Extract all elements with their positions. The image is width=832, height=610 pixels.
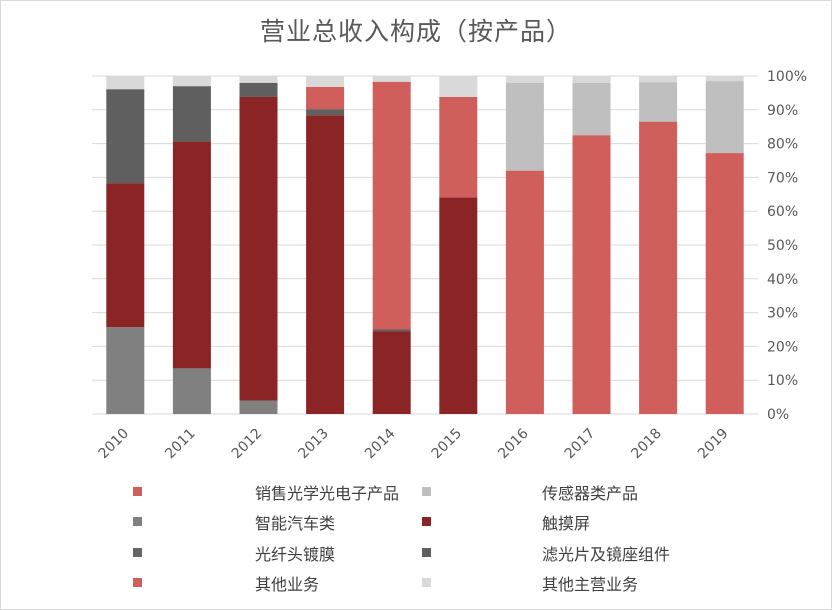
bar-segment [505, 82, 544, 171]
bar-segment [239, 76, 278, 83]
y-tick-label: 50% [767, 238, 798, 254]
bar-segment [372, 81, 411, 330]
y-tick-label: 100% [767, 69, 807, 85]
bar-segment [306, 86, 345, 110]
bar-segment [572, 76, 611, 83]
bar-segment [106, 76, 145, 90]
bar-segment [306, 109, 345, 116]
bar-segment [106, 183, 145, 328]
bar-segment [106, 89, 145, 184]
bar-segment [106, 327, 145, 414]
y-tick-label: 20% [767, 339, 798, 355]
chart-legend: 销售光学光电子产品 传感器类产品智能汽车类 触摸屏光纤头镀膜 滤光片及镜座组件其他业务… [0, 472, 832, 602]
bar-segment [239, 82, 278, 97]
y-tick-label: 90% [767, 103, 798, 119]
bar-segment [239, 400, 278, 414]
bar-segment [372, 329, 411, 332]
bar-segment [705, 81, 744, 154]
legend-label: 光纤头镀膜 [255, 545, 336, 564]
x-tick-label: 2018 [628, 426, 665, 463]
bar-segment [239, 96, 278, 401]
bar-segment [505, 170, 544, 414]
y-tick-label: 30% [767, 306, 798, 322]
y-tick-label: 40% [767, 272, 798, 288]
x-tick-label: 2010 [96, 426, 133, 463]
legend-label: 触摸屏 [542, 514, 591, 533]
x-tick-label: 2012 [229, 426, 266, 463]
bar-segment [439, 76, 478, 97]
bar-chart-plot-area: 2010 2011 2012 2013 2014 2015 2016 2017 2018 2019… [92, 69, 807, 463]
chart-title: 营业总收入构成（按产品） [259, 17, 572, 46]
legend-label: 传感器类产品 [542, 484, 639, 503]
legend-swatch [133, 548, 142, 557]
bar-segment [639, 82, 678, 122]
x-tick-label: 2016 [495, 425, 532, 462]
legend-swatch [422, 517, 431, 526]
legend-swatch [133, 487, 142, 496]
legend-label: 智能汽车类 [255, 514, 336, 533]
x-tick-label: 2014 [362, 425, 399, 462]
legend-label: 销售光学光电子产品 [255, 484, 400, 503]
legend-label: 其他主营业务 [542, 575, 639, 594]
legend-label: 滤光片及镜座组件 [542, 545, 671, 564]
x-tick-label: 2015 [429, 426, 466, 463]
bar-segment [306, 76, 345, 87]
bar-segment [172, 86, 211, 142]
bar-segment [172, 141, 211, 369]
bar-segment [572, 82, 611, 136]
legend-swatch [133, 517, 142, 526]
bar-segment [372, 331, 411, 414]
legend-swatch [422, 578, 431, 587]
bar-segment [705, 153, 744, 414]
y-tick-label: 70% [767, 170, 798, 186]
bar-segment [505, 76, 544, 83]
x-tick-label: 2011 [162, 426, 199, 463]
bar-segment [372, 76, 411, 82]
legend-swatch [422, 487, 431, 496]
y-tick-label: 60% [767, 204, 798, 220]
x-tick-label: 2017 [562, 426, 599, 463]
bar-segment [439, 197, 478, 414]
bar-segment [639, 76, 678, 83]
x-tick-label: 2013 [295, 426, 332, 463]
bar-segment [439, 96, 478, 198]
legend-swatch [133, 578, 142, 587]
bar-segment [172, 76, 211, 87]
y-tick-label: 80% [767, 137, 798, 153]
bar-segment [639, 121, 678, 414]
bar-segment [572, 135, 611, 414]
bar-segment [172, 368, 211, 414]
bar-segment [705, 76, 744, 82]
legend-swatch [422, 548, 431, 557]
x-tick-label: 2019 [695, 426, 732, 463]
y-tick-label: 0% [767, 407, 789, 423]
bar-segment [306, 115, 345, 414]
legend-label: 其他业务 [255, 575, 320, 594]
y-tick-label: 10% [767, 373, 798, 389]
